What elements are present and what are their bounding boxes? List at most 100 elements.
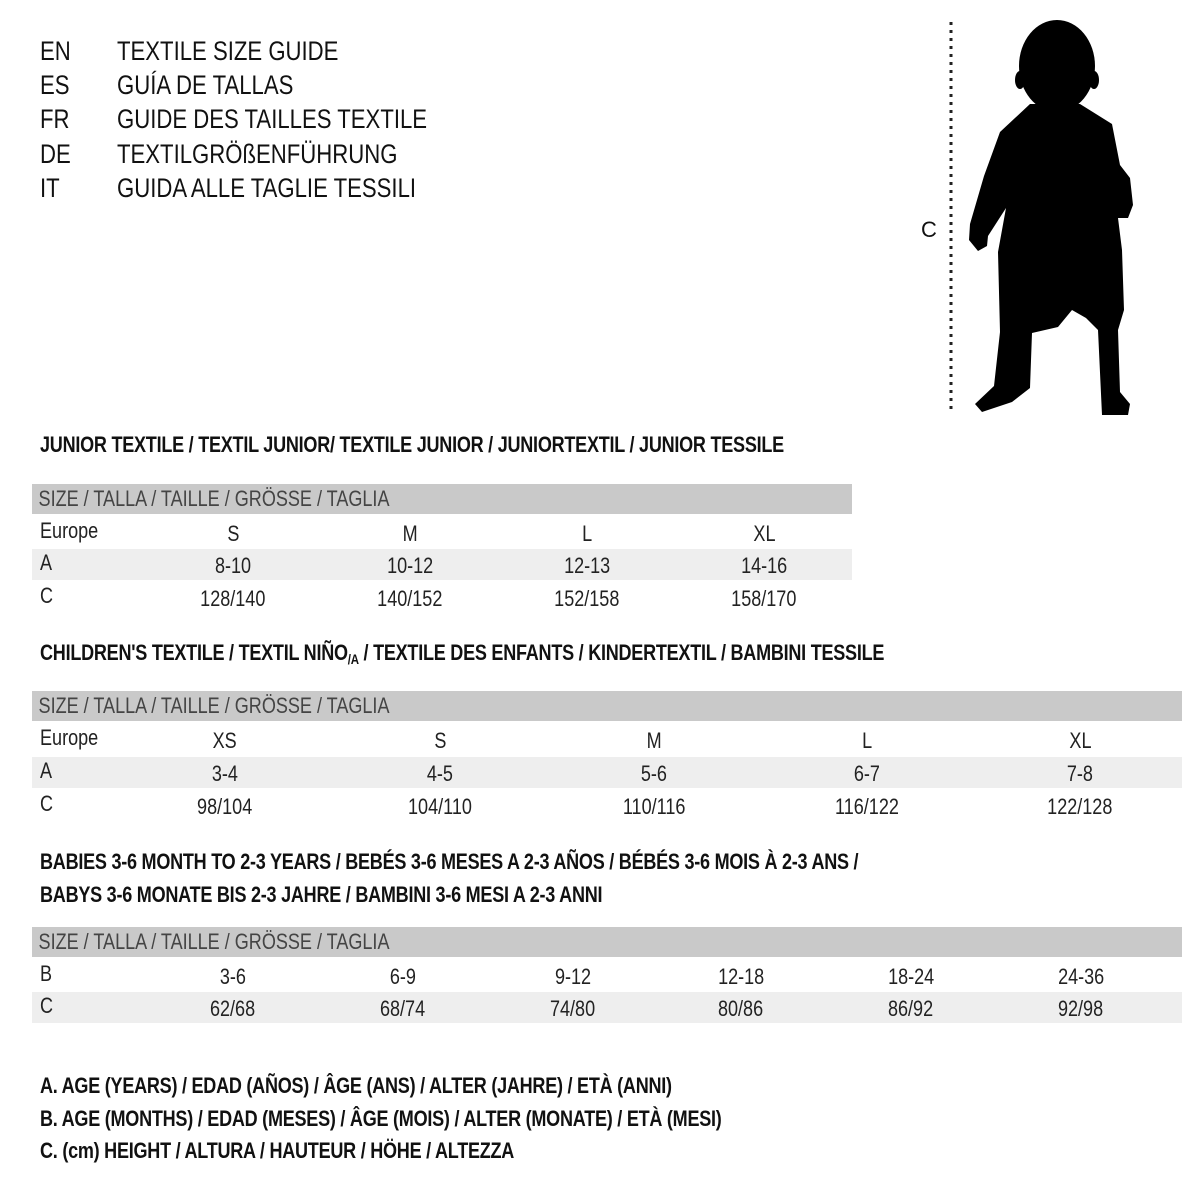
table-cell-text: 86/92	[888, 996, 934, 1021]
table-cell-text: XL	[1068, 728, 1092, 753]
table-cell: 14-16	[704, 553, 824, 579]
table-cell-text: 74/80	[550, 996, 596, 1021]
language-title-text: TEXTILGRÖßENFÜHRUNG	[117, 139, 398, 169]
table-cell: 122/128	[1020, 794, 1140, 820]
row-label: Europe	[40, 725, 111, 751]
heading-subscript: /A	[347, 651, 359, 667]
section-heading: BABYS 3-6 MONATE BIS 2-3 JAHRE / BAMBINI…	[40, 882, 726, 908]
table-cell: L	[527, 521, 647, 547]
table-cell-text: 3-6	[219, 964, 247, 989]
section-heading-text: CHILDREN'S TEXTILE / TEXTIL NIÑO/A / TEX…	[40, 640, 884, 672]
size-header-text: SIZE / TALLA / TAILLE / GRÖSSE / TAGLIA	[38, 693, 390, 718]
row-label-text: A	[40, 550, 53, 575]
table-cell-text: S	[433, 728, 447, 753]
table-cell-text: 92/98	[1058, 996, 1104, 1021]
table-cell-text: 8-10	[214, 553, 252, 578]
size-header-bar: SIZE / TALLA / TAILLE / GRÖSSE / TAGLIA	[32, 927, 1182, 957]
table-cell-text: 3-4	[211, 761, 239, 786]
child-silhouette-figure	[949, 20, 1133, 415]
heading-part: CHILDREN'S TEXTILE / TEXTIL NIÑO	[40, 640, 348, 665]
language-code-text: FR	[40, 104, 70, 134]
table-cell: 4-5	[380, 761, 500, 787]
language-title: TEXTILGRÖßENFÜHRUNG	[117, 139, 459, 169]
table-cell-text: 24-36	[1057, 964, 1105, 989]
table-cell: L	[807, 728, 927, 754]
language-code-text: IT	[40, 173, 60, 203]
table-cell: S	[380, 728, 500, 754]
table-cell-text: XL	[752, 521, 776, 546]
table-cell: 74/80	[513, 996, 633, 1022]
table-cell: 3-6	[173, 964, 293, 990]
section-heading: CHILDREN'S TEXTILE / TEXTIL NIÑO/A / TEX…	[40, 640, 1069, 672]
table-cell-text: 4-5	[426, 761, 454, 786]
table-cell: 116/122	[807, 794, 927, 820]
size-header-bar: SIZE / TALLA / TAILLE / GRÖSSE / TAGLIA	[32, 484, 852, 514]
row-label-text: B	[40, 961, 53, 986]
legend-text: A. AGE (YEARS) / EDAD (AÑOS) / ÂGE (ANS)…	[40, 1073, 672, 1098]
table-cell: XS	[165, 728, 285, 754]
row-label-text: A	[40, 758, 53, 783]
table-cell-text: 14-16	[740, 553, 788, 578]
row-label: C	[40, 993, 56, 1019]
size-header-text: SIZE / TALLA / TAILLE / GRÖSSE / TAGLIA	[38, 929, 390, 954]
table-cell: M	[594, 728, 714, 754]
table-cell: 8-10	[173, 553, 293, 579]
language-title: GUIDA ALLE TAGLIE TESSILI	[117, 173, 482, 203]
table-cell-text: 98/104	[197, 794, 253, 819]
section-heading: BABIES 3-6 MONTH TO 2-3 YEARS / BEBÉS 3-…	[40, 849, 1038, 875]
table-cell: 152/158	[527, 586, 647, 612]
language-title-text: GUIDE DES TAILLES TEXTILE	[117, 104, 428, 134]
table-row	[32, 757, 1182, 788]
table-cell: XL	[1020, 728, 1140, 754]
section-heading-text: BABIES 3-6 MONTH TO 2-3 YEARS / BEBÉS 3-…	[40, 849, 859, 874]
table-cell-text: 12-13	[563, 553, 611, 578]
table-cell: 110/116	[594, 794, 714, 820]
table-cell-text: 152/158	[554, 586, 620, 611]
table-cell-text: 18-24	[887, 964, 935, 989]
legend-line: A. AGE (YEARS) / EDAD (AÑOS) / ÂGE (ANS)…	[40, 1073, 811, 1099]
child-silhouette-icon	[969, 20, 1133, 415]
row-label-text: C	[40, 583, 54, 608]
row-label-text: C	[40, 791, 54, 816]
table-cell: 86/92	[851, 996, 971, 1022]
row-label: C	[40, 791, 56, 817]
table-cell-text: 10-12	[386, 553, 434, 578]
table-cell: 128/140	[173, 586, 293, 612]
table-cell-text: 68/74	[380, 996, 426, 1021]
legend-line: C. (cm) HEIGHT / ALTURA / HAUTEUR / HÖHE…	[40, 1138, 618, 1164]
table-cell-text: 6-9	[389, 964, 417, 989]
table-cell: 6-7	[807, 761, 927, 787]
language-code: ES	[40, 70, 76, 100]
table-cell-text: 110/116	[622, 794, 686, 819]
table-cell-text: 12-18	[717, 964, 765, 989]
table-cell-text: 62/68	[210, 996, 256, 1021]
size-header-text: SIZE / TALLA / TAILLE / GRÖSSE / TAGLIA	[38, 486, 390, 511]
language-code: EN	[40, 36, 78, 66]
row-label: A	[40, 550, 55, 576]
row-label: Europe	[40, 518, 111, 544]
row-label-text: Europe	[40, 518, 99, 543]
language-title: GUIDE DES TAILLES TEXTILE	[117, 104, 495, 134]
table-cell: 12-13	[527, 553, 647, 579]
table-cell-text: 122/128	[1047, 794, 1113, 819]
table-cell: 24-36	[1021, 964, 1141, 990]
table-cell: 62/68	[173, 996, 293, 1022]
table-cell-text: 5-6	[640, 761, 668, 786]
table-cell-text: 6-7	[853, 761, 881, 786]
language-code: DE	[40, 139, 78, 169]
table-cell-text: 116/122	[835, 794, 899, 819]
table-cell: 158/170	[704, 586, 824, 612]
table-cell: 5-6	[594, 761, 714, 787]
table-cell: 6-9	[343, 964, 463, 990]
table-cell: 104/110	[380, 794, 500, 820]
table-cell-text: XS	[212, 728, 238, 753]
table-cell-text: M	[646, 728, 662, 753]
language-title-text: TEXTILE SIZE GUIDE	[117, 36, 339, 66]
row-label-text: Europe	[40, 725, 99, 750]
row-label: A	[40, 758, 55, 784]
table-cell-text: L	[581, 521, 593, 546]
height-label: C	[921, 217, 937, 242]
language-code-text: ES	[40, 70, 70, 100]
table-cell: 80/86	[681, 996, 801, 1022]
table-cell-text: M	[402, 521, 418, 546]
